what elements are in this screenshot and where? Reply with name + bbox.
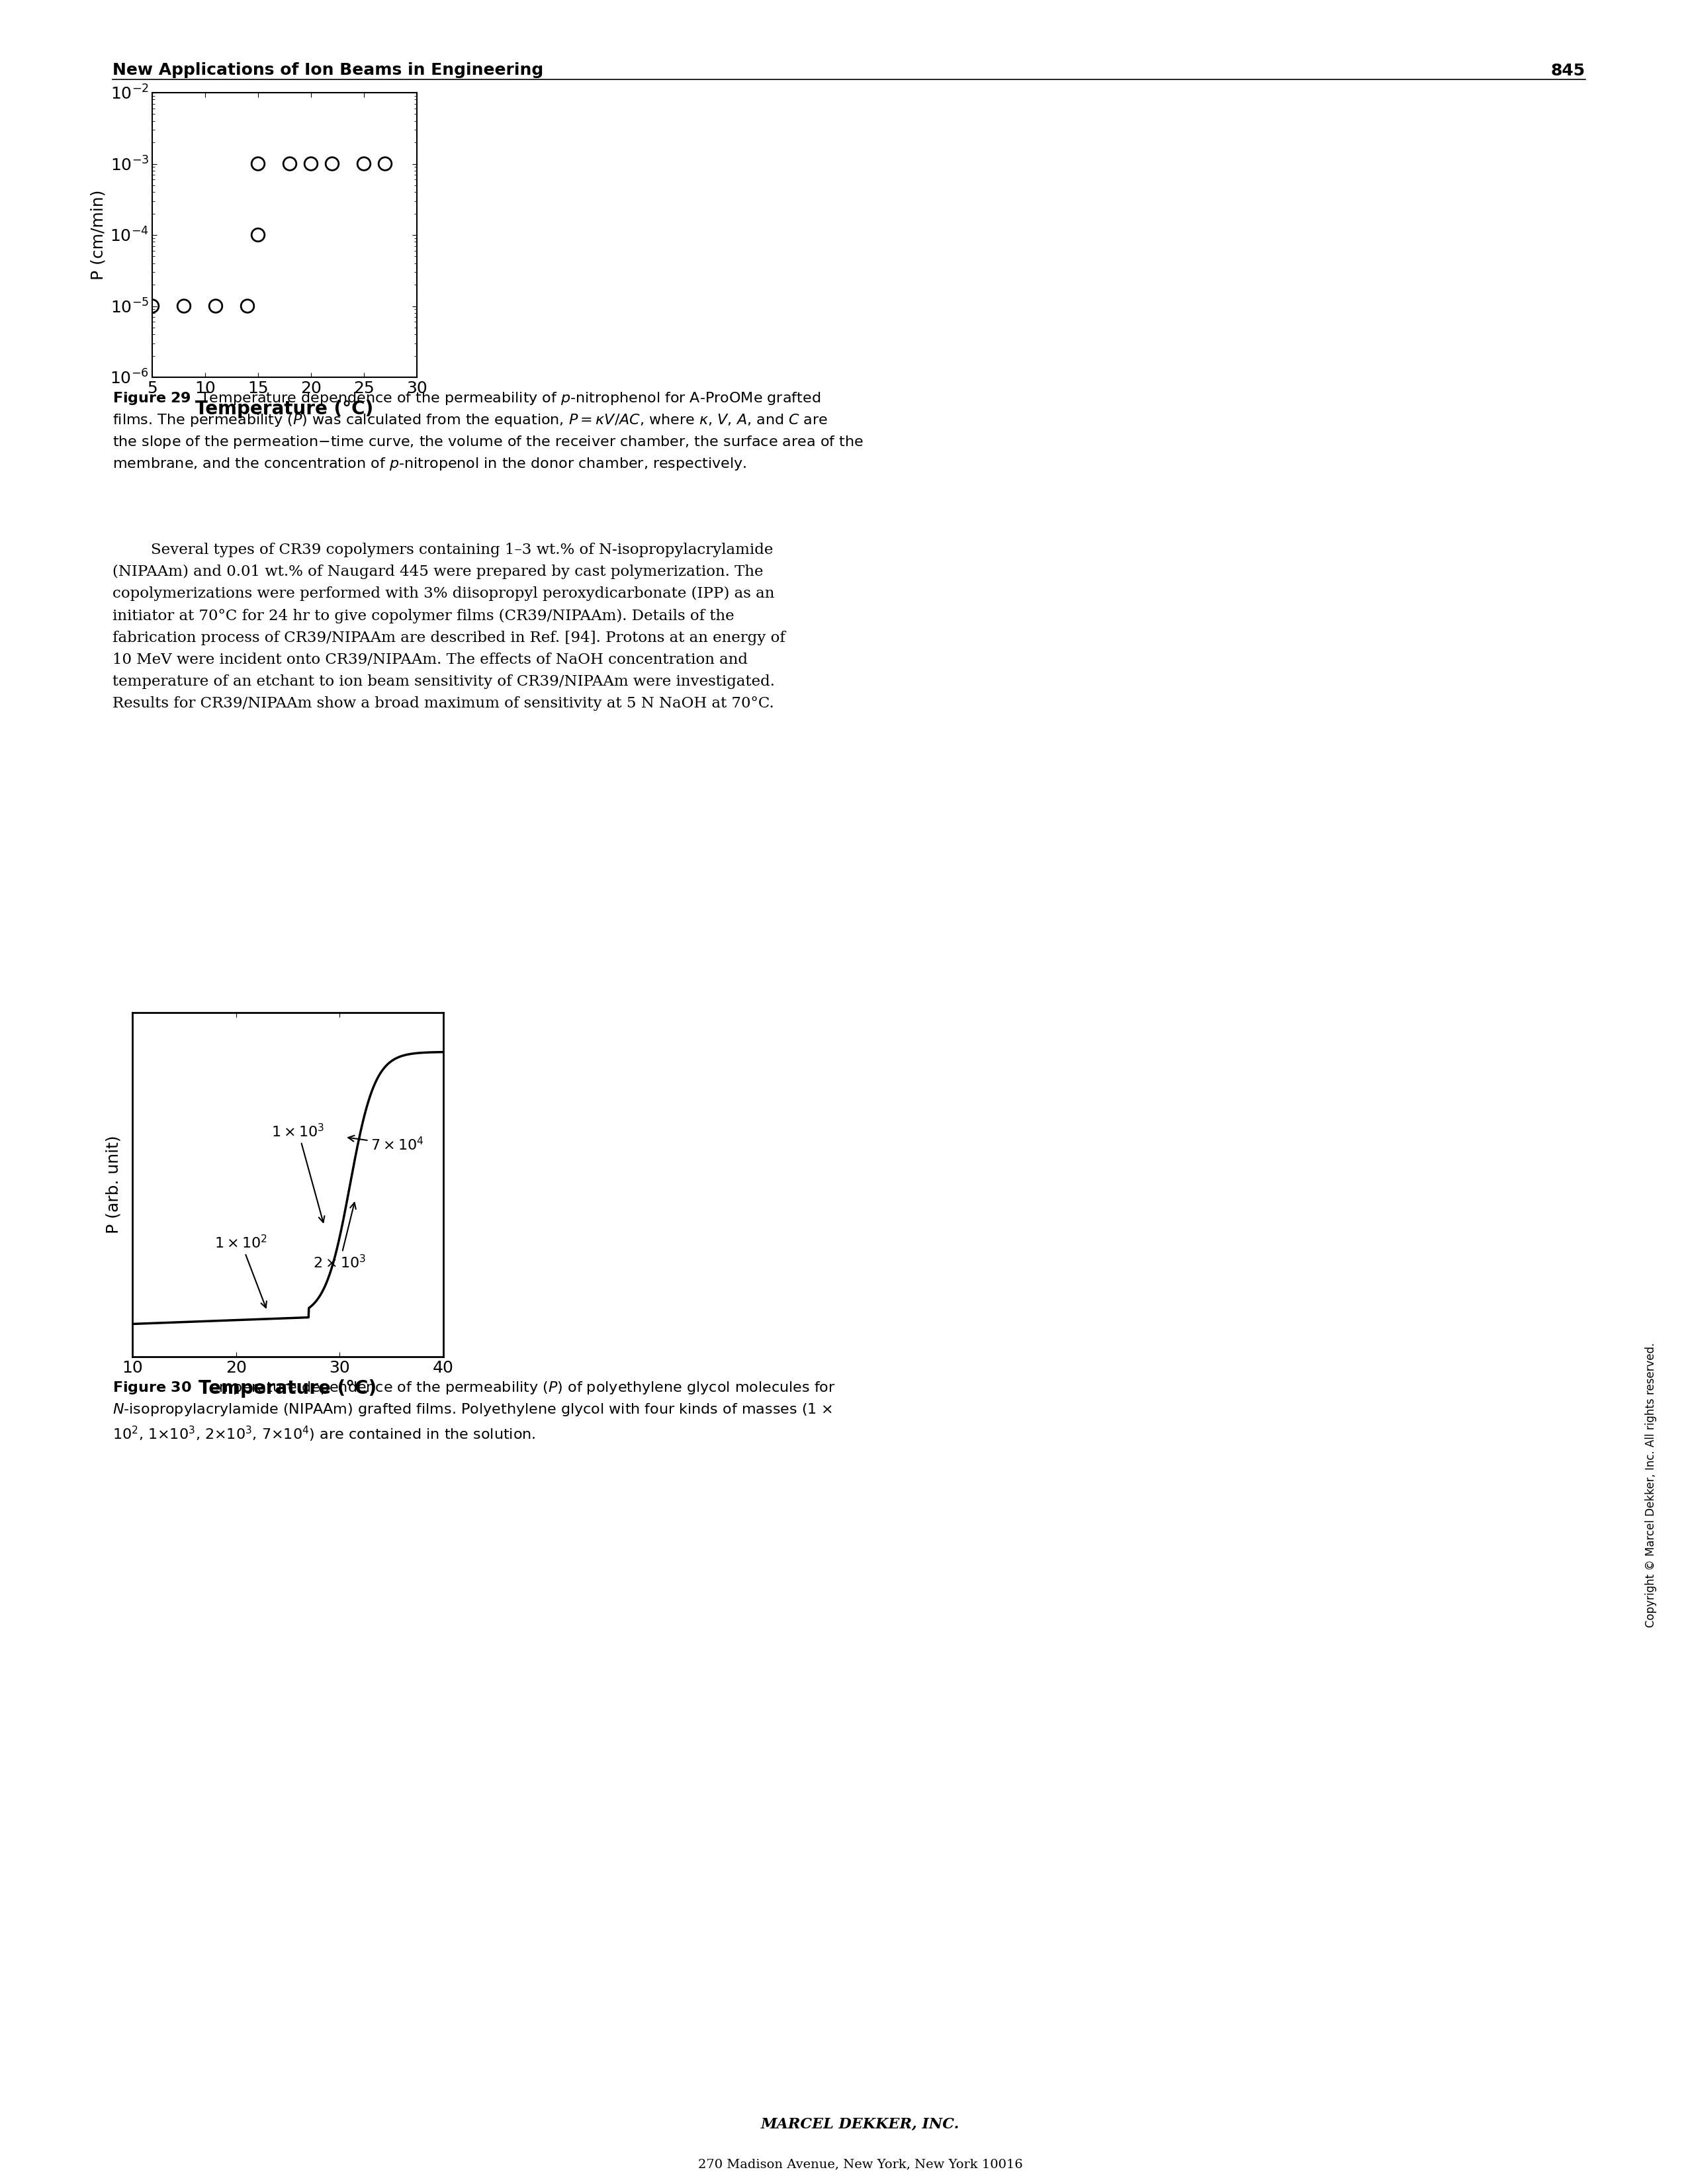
X-axis label: Temperature (°C): Temperature (°C) xyxy=(196,400,373,419)
Text: $2\times10^3$: $2\times10^3$ xyxy=(312,1203,366,1271)
Point xyxy=(245,146,272,181)
Point xyxy=(351,146,378,181)
Point xyxy=(235,288,262,323)
Text: New Applications of Ion Beams in Engineering: New Applications of Ion Beams in Enginee… xyxy=(113,63,544,79)
Y-axis label: P (arb. unit): P (arb. unit) xyxy=(105,1136,122,1234)
Point xyxy=(319,146,346,181)
Text: MARCEL DEKKER, INC.: MARCEL DEKKER, INC. xyxy=(761,2116,959,2132)
Y-axis label: P (cm/min): P (cm/min) xyxy=(91,190,106,280)
Point xyxy=(371,146,398,181)
Text: $\bf{Figure\ 29}$  Temperature dependence of the permeability of $p$-nitrophenol: $\bf{Figure\ 29}$ Temperature dependence… xyxy=(113,391,864,472)
Text: 845: 845 xyxy=(1551,63,1585,79)
Point xyxy=(170,288,197,323)
Text: Copyright © Marcel Dekker, Inc. All rights reserved.: Copyright © Marcel Dekker, Inc. All righ… xyxy=(1644,1343,1658,1627)
Point xyxy=(297,146,324,181)
Text: 270 Madison Avenue, New York, New York 10016: 270 Madison Avenue, New York, New York 1… xyxy=(697,2158,1023,2171)
Text: Several types of CR39 copolymers containing 1–3 wt.% of N-isopropylacrylamide
(N: Several types of CR39 copolymers contain… xyxy=(113,542,785,710)
Point xyxy=(203,288,230,323)
Text: $7\times10^4$: $7\times10^4$ xyxy=(348,1136,424,1153)
Text: $\bf{Figure\ 30}$  Temperature dependence of the permeability ($P$) of polyethyl: $\bf{Figure\ 30}$ Temperature dependence… xyxy=(113,1380,836,1444)
Point xyxy=(245,218,272,253)
Point xyxy=(277,146,304,181)
Point xyxy=(138,288,165,323)
Text: $1\times10^3$: $1\times10^3$ xyxy=(272,1123,324,1223)
Text: $1\times10^2$: $1\times10^2$ xyxy=(214,1234,268,1308)
X-axis label: Temperature (°C): Temperature (°C) xyxy=(199,1380,376,1398)
